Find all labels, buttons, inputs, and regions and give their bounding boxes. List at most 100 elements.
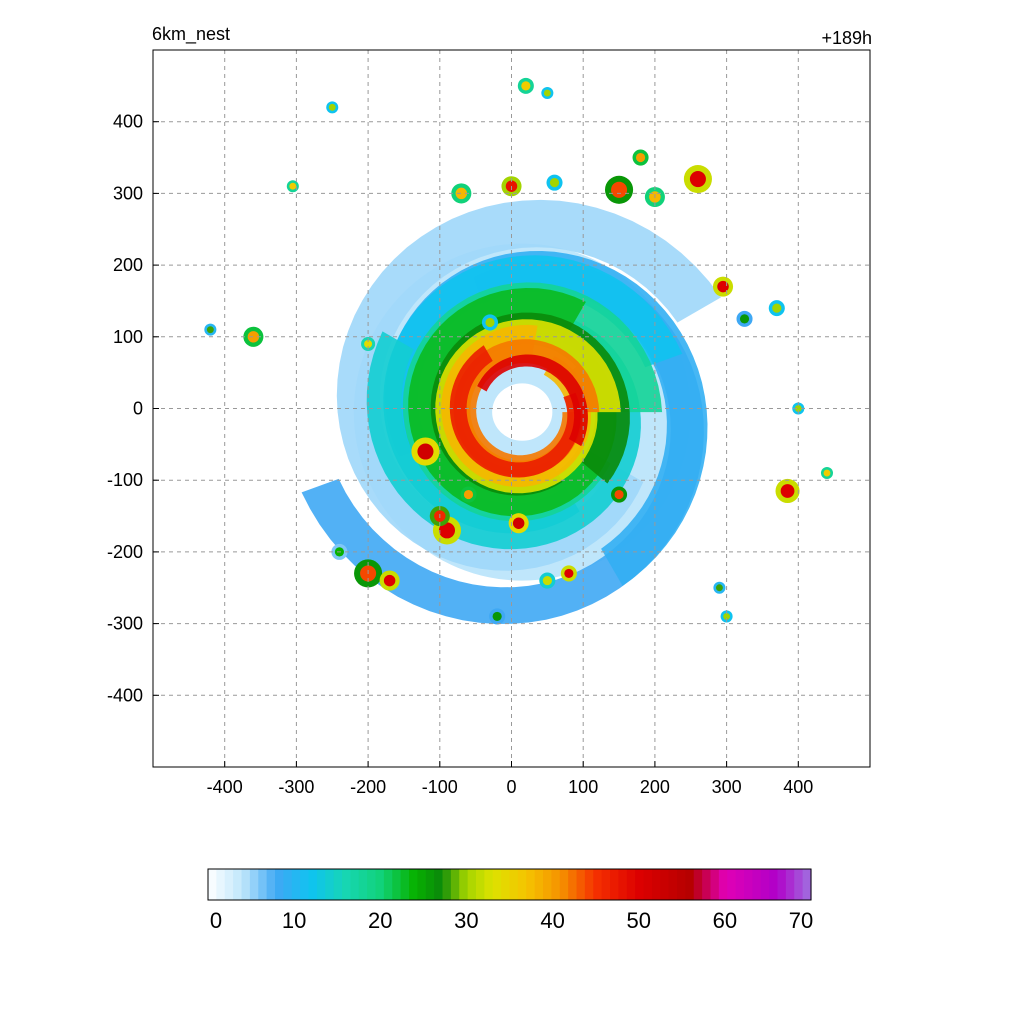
colorbar-segment bbox=[551, 869, 561, 900]
colorbar-tick-label: 40 bbox=[540, 908, 564, 933]
convective-cell bbox=[512, 517, 525, 529]
convective-cell bbox=[689, 171, 706, 188]
convective-cell bbox=[542, 575, 552, 586]
y-tick-label: -300 bbox=[107, 614, 143, 634]
convective-cell bbox=[521, 81, 531, 91]
colorbar-segment bbox=[752, 869, 762, 900]
colorbar-segment bbox=[576, 869, 586, 900]
convective-cell bbox=[492, 611, 502, 622]
colorbar-segment bbox=[467, 869, 477, 900]
x-tick-label: -400 bbox=[207, 777, 243, 797]
colorbar-segment bbox=[375, 869, 385, 900]
colorbar-segment bbox=[718, 869, 728, 900]
colorbar-segment bbox=[677, 869, 686, 900]
x-tick-label: -300 bbox=[278, 777, 314, 797]
colorbar-segment bbox=[584, 869, 594, 900]
colorbar-tick-label: 10 bbox=[282, 908, 306, 933]
convective-cell bbox=[543, 89, 551, 97]
convective-cell bbox=[417, 443, 434, 460]
x-tick-label: 0 bbox=[506, 777, 516, 797]
colorbar-segment bbox=[534, 869, 544, 900]
convective-cell bbox=[438, 522, 456, 539]
y-tick-label: 0 bbox=[133, 399, 143, 419]
colorbar-segment bbox=[266, 869, 276, 900]
colorbar-segment bbox=[660, 869, 670, 900]
convective-cell bbox=[794, 405, 802, 412]
colorbar-segment bbox=[300, 869, 310, 900]
colorbar-segment bbox=[760, 869, 770, 900]
colorbar-segment bbox=[417, 869, 427, 900]
x-tick-label: 300 bbox=[712, 777, 742, 797]
y-tick-label: -100 bbox=[107, 470, 143, 490]
convective-cell bbox=[485, 317, 495, 328]
convective-cell bbox=[611, 181, 628, 198]
colorbar-tick-label: 50 bbox=[626, 908, 650, 933]
colorbar-segment bbox=[626, 869, 636, 900]
colorbar-segment bbox=[233, 869, 243, 900]
colorbar-segment bbox=[383, 869, 393, 900]
colorbar-segment bbox=[744, 869, 753, 900]
spiral-band-13 bbox=[477, 354, 588, 447]
convective-cell bbox=[247, 331, 260, 343]
x-tick-label: 100 bbox=[568, 777, 598, 797]
colorbar-segment bbox=[685, 869, 695, 900]
colorbar-segment bbox=[208, 869, 217, 900]
colorbar-segment bbox=[635, 869, 645, 900]
cyclone-eye bbox=[492, 383, 553, 441]
plot-title: 6km_nest bbox=[152, 24, 231, 44]
colorbar-segment bbox=[249, 869, 259, 900]
y-axis: -400 -300 -200 -100 0 100 200 300 400 bbox=[107, 112, 159, 705]
colorbar-segment bbox=[459, 869, 469, 900]
colorbar-segment bbox=[492, 869, 502, 900]
convective-cell bbox=[723, 612, 731, 620]
colorbar-segment bbox=[651, 869, 661, 900]
colorbar-segment bbox=[794, 869, 804, 900]
contour-field bbox=[204, 77, 834, 625]
colorbar-segment bbox=[350, 869, 360, 900]
colorbar-segment bbox=[501, 869, 511, 900]
colorbar-segment bbox=[526, 869, 536, 900]
y-tick-label: -200 bbox=[107, 542, 143, 562]
colorbar-segment bbox=[693, 869, 703, 900]
colorbar-segment bbox=[543, 869, 552, 900]
colorbar-segment bbox=[224, 869, 234, 900]
colorbar: 0 10 20 30 40 50 60 70 bbox=[207, 868, 813, 933]
y-tick-label: 100 bbox=[113, 327, 143, 347]
colorbar-segment bbox=[400, 869, 410, 900]
convective-cell bbox=[772, 303, 782, 313]
colorbar-segment bbox=[568, 869, 578, 900]
colorbar-tick-label: 60 bbox=[713, 908, 737, 933]
colorbar-segment bbox=[509, 869, 519, 900]
colorbar-segment bbox=[618, 869, 628, 900]
colorbar-segment bbox=[409, 869, 418, 900]
colorbar-segment bbox=[601, 869, 611, 900]
colorbar-segment bbox=[392, 869, 402, 900]
colorbar-segment bbox=[643, 869, 653, 900]
colorbar-segment bbox=[216, 869, 226, 900]
colorbar-segment bbox=[777, 869, 787, 900]
convective-cell bbox=[463, 489, 474, 500]
colorbar-tick-label: 30 bbox=[454, 908, 478, 933]
convective-cell bbox=[614, 489, 624, 500]
colorbar-segment bbox=[325, 869, 335, 900]
colorbar-segment bbox=[517, 869, 527, 900]
y-tick-label: 200 bbox=[113, 255, 143, 275]
y-tick-label: -400 bbox=[107, 685, 143, 705]
colorbar-segment bbox=[275, 869, 284, 900]
convective-cell bbox=[635, 152, 646, 163]
colorbar-frame bbox=[207, 868, 812, 901]
convective-cell bbox=[564, 568, 574, 578]
colorbar-segment bbox=[434, 869, 444, 900]
convective-cell bbox=[455, 187, 468, 200]
x-tick-label: -200 bbox=[350, 777, 386, 797]
colorbar-segment bbox=[258, 869, 268, 900]
colorbar-segment bbox=[358, 869, 368, 900]
colorbar-segment bbox=[367, 869, 377, 900]
convective-cell bbox=[780, 484, 795, 498]
x-tick-label: 200 bbox=[640, 777, 670, 797]
colorbar-segment bbox=[593, 869, 603, 900]
colorbar-segment bbox=[610, 869, 619, 900]
colorbar-segment bbox=[559, 869, 569, 900]
colorbar-segment bbox=[425, 869, 435, 900]
